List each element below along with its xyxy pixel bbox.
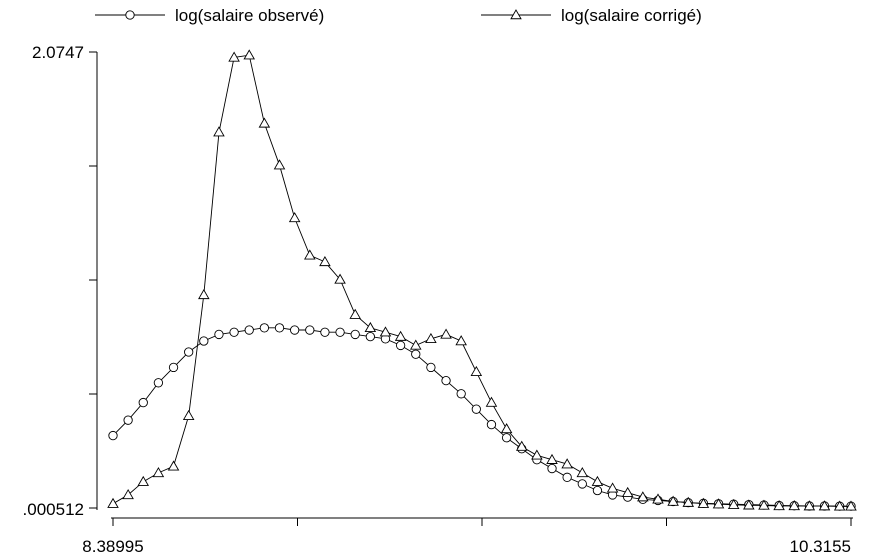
- triangle-marker: [122, 489, 134, 500]
- circle-marker: [259, 323, 270, 333]
- triangle-marker: [425, 332, 437, 344]
- legend-item-2: log(salaire corrigé): [481, 6, 702, 25]
- circle-marker: [153, 378, 164, 388]
- circle-marker: [123, 415, 133, 425]
- triangle-marker: [273, 159, 286, 170]
- triangle-marker: [515, 440, 528, 451]
- circle-marker: [108, 430, 118, 441]
- circle-marker: [426, 362, 436, 373]
- triangle-marker: [379, 326, 392, 337]
- triangle-marker: [697, 497, 710, 508]
- triangle-marker: [213, 126, 225, 137]
- triangle-marker: [182, 409, 195, 420]
- triangle-marker: [364, 321, 377, 333]
- legend: log(salaire observé) log(salaire corrigé): [95, 6, 702, 25]
- circle-marker: [365, 331, 375, 342]
- triangle-marker: [107, 497, 119, 508]
- triangle-marker: [606, 482, 619, 493]
- circle-marker: [501, 433, 512, 443]
- triangle-marker: [773, 500, 785, 511]
- circle-marker: [214, 329, 224, 340]
- y-tick-label-max: 2.0747: [32, 43, 84, 62]
- triangle-marker: [546, 453, 558, 464]
- x-tick-label-min: 8.38995: [82, 537, 143, 556]
- circle-marker: [350, 329, 360, 340]
- triangle-marker: [500, 423, 513, 434]
- axes: 2.0747 .000512 8.38995 10.3155: [23, 43, 853, 556]
- triangle-marker: [727, 498, 740, 510]
- triangle-marker: [228, 51, 240, 62]
- triangle-marker: [198, 288, 210, 300]
- triangle-marker: [455, 335, 467, 346]
- triangle-marker: [394, 330, 407, 341]
- triangle-marker: [470, 365, 483, 377]
- circle-marker: [486, 419, 497, 430]
- triangle-marker: [288, 212, 301, 223]
- series-line: [112, 327, 851, 507]
- triangle-marker: [137, 475, 150, 486]
- triangle-marker: [334, 273, 346, 284]
- triangle-marker: [845, 500, 857, 511]
- triangle-marker: [258, 117, 271, 128]
- circle-marker: [125, 10, 135, 20]
- circle-marker: [592, 485, 603, 496]
- circle-marker: [577, 479, 587, 489]
- triangle-marker: [409, 339, 422, 350]
- circle-marker: [305, 325, 315, 335]
- circle-marker: [456, 389, 466, 399]
- triangle-marker: [485, 396, 498, 407]
- triangle-marker: [712, 498, 725, 509]
- circle-marker: [138, 397, 148, 408]
- triangle-marker: [167, 460, 180, 471]
- circle-marker: [274, 323, 285, 333]
- triangle-marker: [510, 9, 522, 20]
- triangle-marker: [349, 308, 361, 319]
- circle-marker: [411, 349, 421, 359]
- circle-marker: [199, 336, 209, 346]
- triangle-marker: [833, 500, 846, 511]
- series-line: [112, 54, 851, 507]
- circle-marker: [320, 327, 330, 337]
- triangle-marker: [682, 496, 695, 507]
- circle-marker: [229, 327, 239, 337]
- legend-item-1: log(salaire observé): [95, 6, 324, 25]
- triangle-marker: [561, 458, 573, 469]
- circle-marker: [441, 375, 451, 386]
- circle-marker: [562, 472, 572, 482]
- circle-marker: [168, 362, 179, 373]
- series-1: [108, 323, 856, 511]
- triangle-marker: [803, 500, 816, 511]
- triangle-marker: [152, 467, 165, 478]
- circle-marker: [547, 463, 557, 474]
- triangle-marker: [576, 467, 589, 478]
- triangle-marker: [758, 499, 770, 510]
- triangle-marker: [304, 249, 316, 260]
- triangle-marker: [652, 493, 664, 504]
- legend-label: log(salaire observé): [175, 6, 324, 25]
- circle-marker: [244, 325, 254, 335]
- triangle-marker: [637, 491, 649, 502]
- triangle-marker: [818, 500, 831, 511]
- legend-label: log(salaire corrigé): [561, 6, 702, 25]
- triangle-marker: [440, 328, 452, 339]
- plot-area: [107, 49, 857, 511]
- triangle-marker: [667, 495, 679, 506]
- circle-marker: [395, 340, 406, 351]
- circle-marker: [471, 404, 481, 414]
- triangle-marker: [591, 475, 604, 486]
- triangle-marker: [788, 500, 801, 511]
- circle-marker: [289, 325, 300, 335]
- x-tick-label-max: 10.3155: [790, 537, 851, 556]
- triangle-marker: [243, 49, 256, 60]
- triangle-marker: [743, 499, 755, 510]
- triangle-marker: [531, 449, 543, 460]
- circle-marker: [184, 347, 194, 357]
- y-tick-label-min: .000512: [23, 500, 84, 519]
- circle-marker: [335, 327, 345, 337]
- triangle-marker: [621, 486, 634, 497]
- series-2: [107, 49, 857, 511]
- triangle-marker: [319, 255, 331, 267]
